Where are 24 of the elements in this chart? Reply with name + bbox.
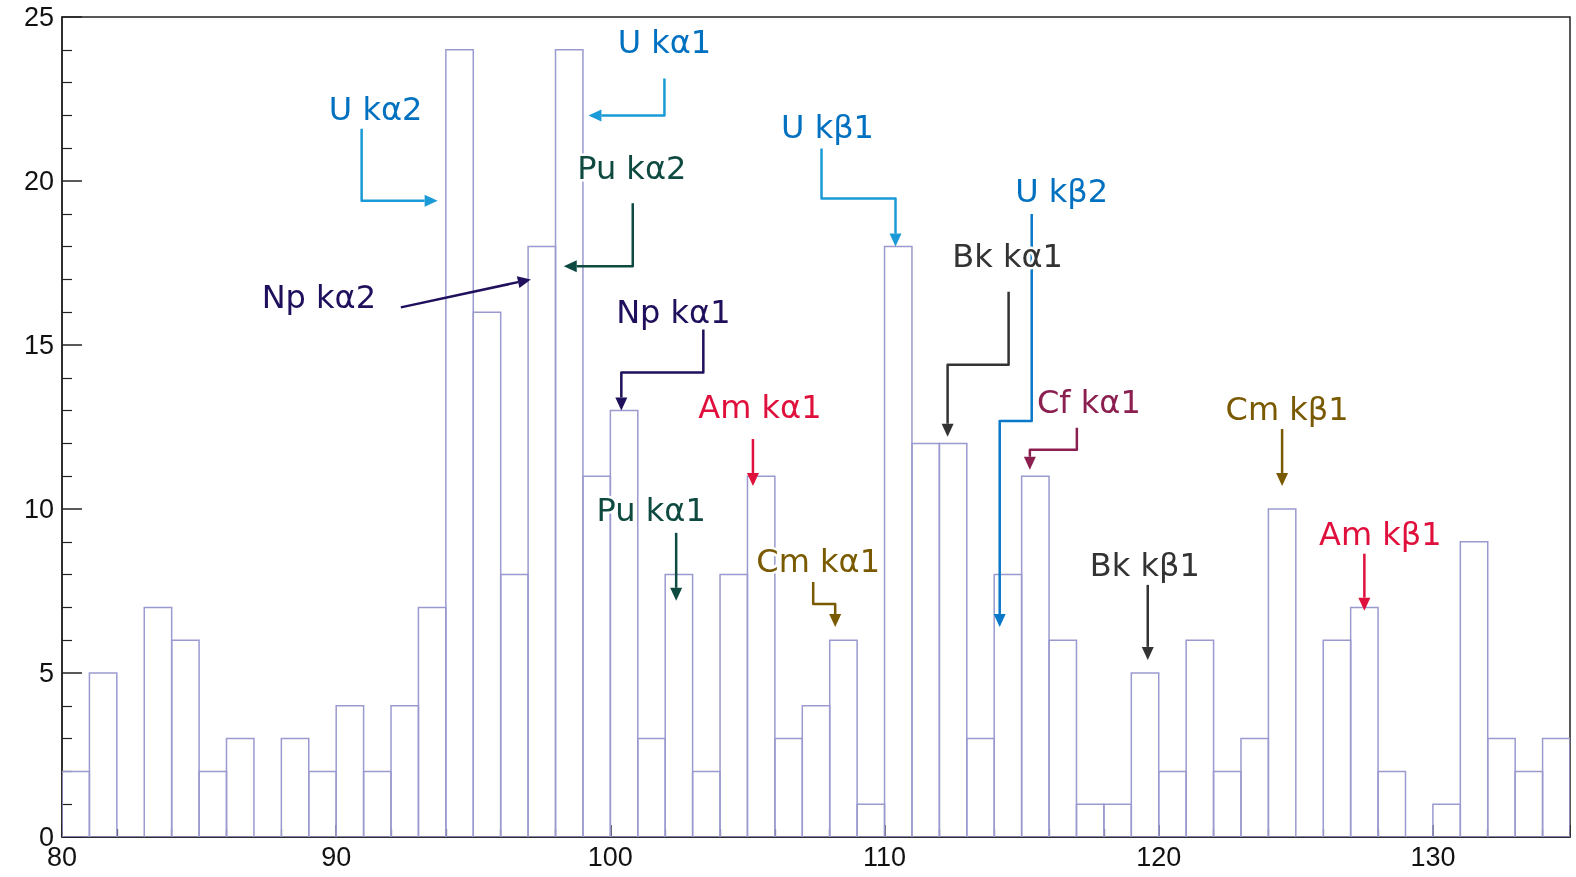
annotation: U kα2 — [328, 89, 423, 128]
y-tick-label: 10 — [23, 494, 54, 524]
annotation: Am kα1 — [698, 388, 822, 427]
annotation: Am kβ1 — [1319, 514, 1442, 553]
x-tick-label: 130 — [1410, 841, 1456, 872]
annotation: Pu kα1 — [596, 490, 706, 529]
y-tick-label: 25 — [23, 2, 54, 32]
annotation: Np kα2 — [261, 278, 377, 317]
annotation: Cm kα1 — [756, 542, 881, 581]
annotation: Np kα1 — [616, 292, 731, 331]
annotation: Cm kβ1 — [1225, 390, 1349, 429]
annotation: U kα1 — [617, 23, 712, 62]
annotation: Pu kα2 — [577, 149, 687, 188]
y-tick-label: 5 — [38, 658, 54, 688]
x-tick-label: 120 — [1136, 841, 1182, 872]
annotation: Cf kα1 — [1036, 382, 1141, 421]
x-tick-label: 90 — [321, 841, 352, 872]
annotation: U kβ1 — [781, 107, 874, 146]
x-tick-label: 110 — [863, 841, 907, 872]
x-tick-label: 100 — [587, 841, 633, 872]
annotation: Bk kβ1 — [1089, 545, 1200, 584]
annotation: U kβ2 — [1015, 172, 1109, 211]
y-tick-label: 15 — [23, 330, 54, 360]
y-tick-label: 20 — [23, 166, 54, 196]
